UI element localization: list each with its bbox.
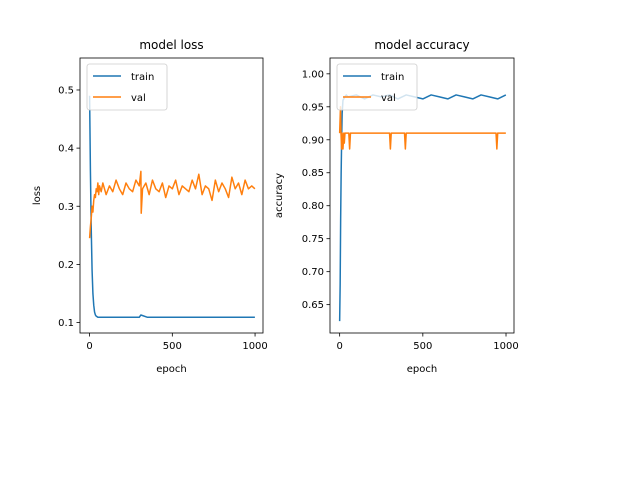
loss-ytick-label: 0.2 [58, 260, 74, 271]
loss-chart-title: model loss [139, 38, 203, 52]
accuracy-ytick-label: 1.00 [302, 69, 324, 80]
accuracy-ytick-label: 0.75 [302, 234, 324, 245]
accuracy-legend-box [336, 63, 418, 111]
loss-legend-box [86, 63, 168, 111]
loss-ytick-label: 0.1 [58, 318, 74, 329]
accuracy-series-val [338, 106, 506, 150]
loss-legend-label-val: val [131, 93, 146, 104]
accuracy-axes-frame [329, 57, 515, 334]
loss-plot-area [88, 95, 256, 319]
loss-y-axis-label: loss [32, 186, 43, 205]
accuracy-y-axis-label: accuracy [274, 173, 285, 218]
loss-xtick-label: 0 [86, 341, 92, 352]
accuracy-xtick-label: 500 [413, 341, 432, 352]
accuracy-ytick-label: 0.65 [302, 300, 324, 311]
accuracy-x-axis-label: epoch [407, 364, 437, 375]
loss-legend-label-train: train [131, 72, 154, 83]
accuracy-legend-label-train: train [381, 72, 404, 83]
loss-chart: 0 500 1000 0.1 0.2 0.3 0.4 0.5 model loss epoch lo… [32, 38, 268, 375]
loss-xtick-label: 1000 [242, 341, 267, 352]
loss-xtick-label: 500 [163, 341, 182, 352]
accuracy-legend-label-val: val [381, 93, 396, 104]
accuracy-ytick-label: 0.80 [302, 201, 324, 212]
accuracy-ytick-label: 0.90 [302, 135, 324, 146]
accuracy-xtick-label: 1000 [493, 341, 518, 352]
loss-ytick-label: 0.4 [58, 144, 74, 155]
loss-axes-frame [79, 57, 264, 334]
accuracy-chart: 0 500 1000 0.65 0.70 0.75 0.80 0.85 0.90 0.95 1.00… [274, 38, 519, 375]
accuracy-ytick-label: 0.70 [302, 267, 324, 278]
loss-ytick-label: 0.3 [58, 202, 74, 213]
loss-x-axis-label: epoch [156, 364, 186, 375]
loss-series-train [88, 95, 255, 319]
accuracy-ytick-label: 0.85 [302, 168, 324, 179]
accuracy-ytick-label: 0.95 [302, 102, 324, 113]
accuracy-xtick-label: 0 [336, 341, 342, 352]
loss-series-val [88, 170, 256, 239]
loss-ytick-label: 0.5 [58, 85, 74, 96]
loss-legend: train val [86, 63, 168, 111]
accuracy-chart-title: model accuracy [374, 38, 469, 52]
accuracy-legend: train val [336, 63, 418, 111]
